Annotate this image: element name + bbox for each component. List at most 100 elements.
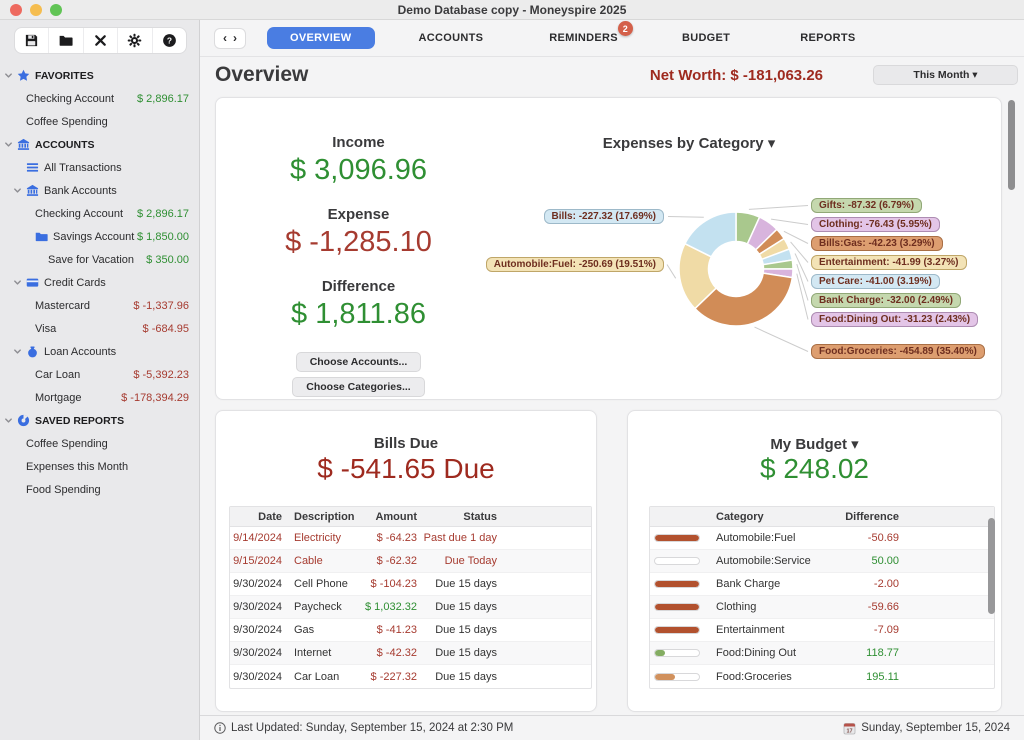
- sidebar-toolbar: ?: [14, 27, 187, 54]
- budget-title[interactable]: My Budget ▾: [770, 436, 859, 453]
- sidebar-item-mortgage[interactable]: Mortgage $ -178,394.29: [0, 386, 199, 409]
- page-title: Overview: [215, 63, 309, 86]
- choose-accounts-button[interactable]: Choose Accounts...: [295, 352, 422, 372]
- zoom-button[interactable]: [50, 4, 62, 16]
- category-label-food-groceries[interactable]: Food:Groceries: -454.89 (35.40%): [811, 344, 985, 359]
- category-label-clothing[interactable]: Clothing: -76.43 (5.95%): [811, 217, 940, 232]
- budget-row-clothing[interactable]: Clothing -59.66: [650, 596, 994, 619]
- settings-button[interactable]: [118, 28, 153, 53]
- bill-description: Internet: [294, 647, 332, 659]
- sidebar-item-save-for-vacation[interactable]: Save for Vacation $ 350.00: [0, 248, 199, 271]
- sidebar-item-coffee-spending[interactable]: Coffee Spending: [0, 110, 199, 133]
- sidebar-item-accounts[interactable]: ACCOUNTS: [0, 133, 199, 156]
- budget-row-automobile-fuel[interactable]: Automobile:Fuel -50.69: [650, 527, 994, 550]
- sidebar-item-coffee-spending[interactable]: Coffee Spending: [0, 432, 199, 455]
- donut-slice-food-groceries[interactable]: [693, 272, 794, 327]
- main-scrollbar[interactable]: [1008, 100, 1015, 190]
- category-label-automobile-fuel[interactable]: Automobile:Fuel: -250.69 (19.51%): [485, 257, 664, 272]
- sidebar-item-label: Mastercard: [35, 299, 91, 312]
- bill-row-internet[interactable]: 9/30/2024 Internet $ -42.32 Due 15 days: [230, 642, 591, 665]
- category-label-food-dining-out[interactable]: Food:Dining Out: -31.23 (2.43%): [811, 312, 979, 327]
- bills-due-title: Bills Due: [373, 435, 439, 452]
- tab-overview[interactable]: OVERVIEW: [267, 27, 375, 49]
- chevron[interactable]: [13, 278, 26, 287]
- budget-table: Category Difference Automobile:Fuel -50.69…: [649, 506, 995, 689]
- category-label-bank-charge[interactable]: Bank Charge: -32.00 (2.49%): [811, 293, 961, 308]
- help-button[interactable]: ?: [153, 28, 186, 53]
- open-button[interactable]: [49, 28, 84, 53]
- bill-row-paycheck[interactable]: 9/30/2024 Paycheck $ 1,032.32 Due 15 days: [230, 596, 591, 619]
- bills-col-header-date: Date: [258, 510, 282, 523]
- chevron[interactable]: [4, 140, 17, 149]
- sidebar-item-food-spending[interactable]: Food Spending: [0, 478, 199, 501]
- bills-col-header-description: Description: [294, 510, 355, 523]
- budget-row-entertainment[interactable]: Entertainment -7.09: [650, 619, 994, 642]
- leader-line: [748, 205, 809, 210]
- budget-row-automobile-service[interactable]: Automobile:Service 50.00: [650, 550, 994, 573]
- forward-icon[interactable]: ›: [233, 31, 237, 45]
- sidebar-item-expenses-this-month[interactable]: Expenses this Month: [0, 455, 199, 478]
- chevron[interactable]: [13, 186, 26, 195]
- sidebar-item-bank-accounts[interactable]: Bank Accounts: [0, 179, 199, 202]
- bill-row-electricity[interactable]: 9/14/2024 Electricity $ -64.23 Past due 1 d…: [230, 527, 591, 550]
- sidebar-item-savings-account[interactable]: Savings Account $ 1,850.00: [0, 225, 199, 248]
- budget-difference: 118.77: [866, 647, 899, 659]
- chevron-down-icon: [14, 349, 21, 354]
- category-label-gifts[interactable]: Gifts: -87.32 (6.79%): [811, 198, 923, 213]
- sidebar-item-saved-reports[interactable]: SAVED REPORTS: [0, 409, 199, 432]
- sidebar-item-mastercard[interactable]: Mastercard $ -1,337.96: [0, 294, 199, 317]
- sidebar-item-checking-account[interactable]: Checking Account $ 2,896.17: [0, 202, 199, 225]
- save-button[interactable]: [15, 28, 50, 53]
- close-button[interactable]: [10, 4, 22, 16]
- period-selector-button[interactable]: This Month ▾: [873, 65, 1018, 85]
- bill-row-car-loan[interactable]: 9/30/2024 Car Loan $ -227.32 Due 15 days: [230, 665, 591, 688]
- budget-row-bank-charge[interactable]: Bank Charge -2.00: [650, 573, 994, 596]
- sidebar-item-car-loan[interactable]: Car Loan $ -5,392.23: [0, 363, 199, 386]
- window-title: Demo Database copy - Moneyspire 2025: [397, 2, 627, 17]
- tab-accounts[interactable]: ACCOUNTS: [419, 27, 484, 49]
- bill-row-gas[interactable]: 9/30/2024 Gas $ -41.23 Due 15 days: [230, 619, 591, 642]
- sidebar-item-favorites[interactable]: FAVORITES: [0, 64, 199, 87]
- budget-row-food-dining-out[interactable]: Food:Dining Out 118.77: [650, 642, 994, 665]
- chevron-down-icon: [5, 142, 12, 147]
- sidebar-item-label: Mortgage: [35, 391, 82, 404]
- chevron[interactable]: [4, 71, 17, 80]
- leader-line: [666, 264, 677, 279]
- tab-reminders[interactable]: REMINDERS 2: [549, 21, 633, 49]
- expenses-chart-title[interactable]: Expenses by Category ▾: [602, 135, 776, 152]
- donut-slice-bills[interactable]: [683, 211, 737, 258]
- choose-categories-button[interactable]: Choose Categories...: [292, 377, 425, 397]
- tools-button[interactable]: [84, 28, 119, 53]
- bill-row-cell-phone[interactable]: 9/30/2024 Cell Phone $ -104.23 Due 15 days: [230, 573, 591, 596]
- category-label-entertainment[interactable]: Entertainment: -41.99 (3.27%): [811, 255, 967, 270]
- star-icon-wrap: [17, 69, 30, 82]
- chevron[interactable]: [13, 347, 26, 356]
- category-label-pet-care[interactable]: Pet Care: -41.00 (3.19%): [811, 274, 940, 289]
- budget-scrollbar[interactable]: [988, 518, 995, 614]
- sidebar-item-visa[interactable]: Visa $ -684.95: [0, 317, 199, 340]
- sidebar-item-credit-cards[interactable]: Credit Cards: [0, 271, 199, 294]
- star-icon: [17, 69, 30, 81]
- tab-reports[interactable]: REPORTS: [800, 27, 855, 49]
- minimize-button[interactable]: [30, 4, 42, 16]
- bill-row-cable[interactable]: 9/15/2024 Cable $ -62.32 Due Today: [230, 550, 591, 573]
- budget-row-food-groceries[interactable]: Food:Groceries 195.11: [650, 665, 994, 688]
- budget-progress-track: [654, 580, 700, 588]
- budget-category: Bank Charge: [716, 578, 781, 590]
- chevron[interactable]: [4, 416, 17, 425]
- list-icon-wrap: [26, 161, 39, 174]
- category-label-bills[interactable]: Bills: -227.32 (17.69%): [543, 209, 664, 224]
- sidebar-item-all-transactions[interactable]: All Transactions: [0, 156, 199, 179]
- tab-label: ACCOUNTS: [418, 32, 484, 44]
- calendar-icon[interactable]: 17: [843, 722, 856, 735]
- budget-difference: -7.09: [873, 624, 899, 636]
- back-icon[interactable]: ‹: [223, 31, 227, 45]
- category-label-bills-gas[interactable]: Bills:Gas: -42.23 (3.29%): [811, 236, 943, 251]
- tab-budget[interactable]: BUDGET: [682, 27, 730, 49]
- budget-progress-cell: [650, 626, 716, 634]
- sidebar-item-loan-accounts[interactable]: Loan Accounts: [0, 340, 199, 363]
- sidebar-item-checking-account[interactable]: Checking Account $ 2,896.17: [0, 87, 199, 110]
- bills-due-card: Bills Due $ -541.65 Due Date Description A…: [215, 410, 597, 712]
- bills-due-total: $ -541.65 Due: [317, 453, 495, 484]
